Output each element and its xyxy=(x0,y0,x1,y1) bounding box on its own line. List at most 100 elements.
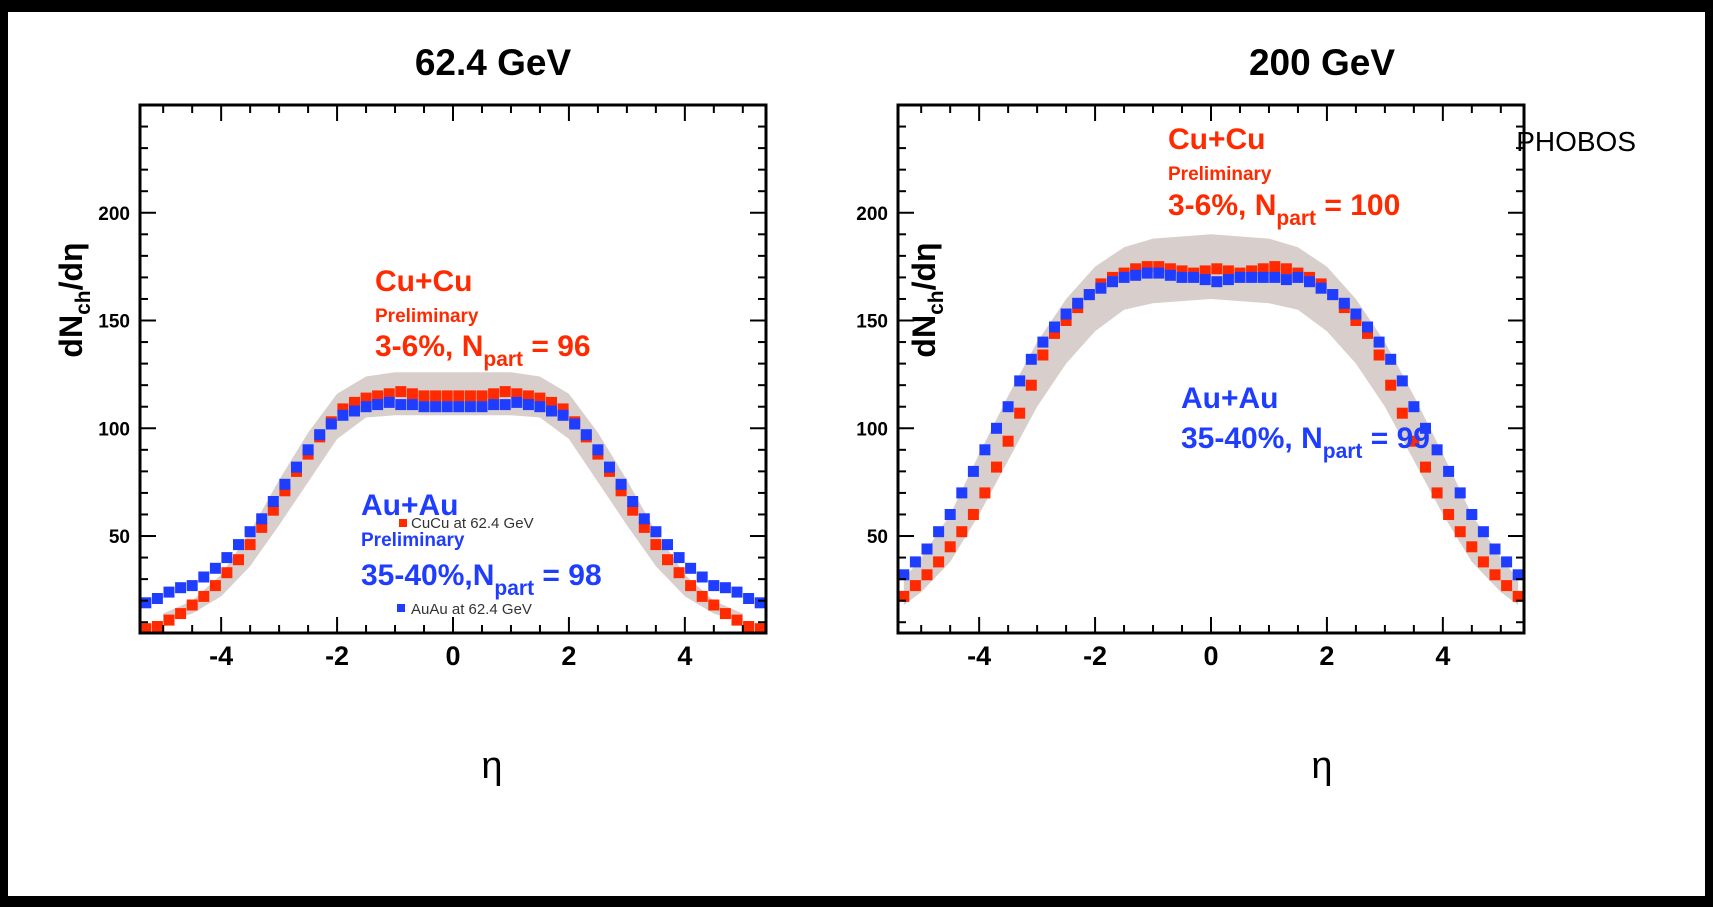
data-point xyxy=(696,590,708,602)
series-layer xyxy=(140,386,766,635)
y-axis-label-tail: /dη xyxy=(906,242,942,290)
annotation-red-centrality-tail: = 96 xyxy=(523,330,591,363)
data-point xyxy=(1234,271,1246,283)
data-point xyxy=(708,580,720,592)
data-point xyxy=(1466,541,1478,553)
data-point xyxy=(1153,261,1165,273)
annotation-blue-centrality-tail: = 98 xyxy=(534,559,602,592)
data-point xyxy=(209,580,221,592)
data-point xyxy=(1188,271,1200,283)
annotation-red-centrality-sub: part xyxy=(1276,207,1316,230)
y-tick-label: 50 xyxy=(109,527,130,548)
data-point xyxy=(546,396,557,408)
data-point xyxy=(921,543,933,555)
data-point xyxy=(1420,422,1431,434)
data-point xyxy=(349,396,360,408)
data-point xyxy=(1373,336,1385,348)
data-point xyxy=(233,554,244,566)
annotation-red-centrality-tail: = 100 xyxy=(1316,189,1400,222)
data-point xyxy=(1049,327,1060,339)
data-point xyxy=(488,388,500,400)
data-point xyxy=(1466,509,1478,520)
data-point xyxy=(395,399,407,411)
data-point xyxy=(569,418,581,430)
data-point xyxy=(1408,401,1420,413)
data-point xyxy=(1107,276,1118,288)
annotation-red-centrality: 3-6%, Npart = 100 xyxy=(1168,189,1400,230)
y-axis-label: dNch/dη xyxy=(906,242,948,357)
data-point xyxy=(1002,435,1014,447)
panel-title: 62.4 GeV xyxy=(415,42,572,83)
annotation-red-centrality-main: 3-6%, N xyxy=(1168,189,1276,222)
data-point xyxy=(372,390,384,402)
data-point xyxy=(1072,297,1084,309)
data-point xyxy=(302,444,314,456)
data-point xyxy=(383,388,395,400)
data-point xyxy=(933,556,945,568)
data-point xyxy=(731,614,743,626)
data-point xyxy=(406,399,418,411)
data-point xyxy=(743,621,755,632)
data-point xyxy=(1477,556,1489,568)
data-point xyxy=(1327,289,1339,301)
data-point xyxy=(522,390,534,402)
data-point xyxy=(696,571,708,583)
data-point xyxy=(546,405,557,417)
data-point xyxy=(956,526,968,538)
data-point xyxy=(967,509,979,520)
data-point xyxy=(1095,282,1107,294)
data-point xyxy=(337,409,349,421)
experiment-label: PHOBOS xyxy=(1516,126,1636,157)
data-point xyxy=(1176,271,1188,283)
figure-background xyxy=(8,12,1705,896)
y-tick-label: 50 xyxy=(867,527,888,548)
data-point xyxy=(1049,321,1060,333)
annotation-red-system: Cu+Cu xyxy=(1168,123,1266,156)
data-point xyxy=(898,590,910,602)
data-point xyxy=(1014,407,1026,419)
data-point xyxy=(418,390,430,402)
y-tick-label: 150 xyxy=(98,312,130,333)
data-point xyxy=(291,461,302,473)
data-point xyxy=(1489,569,1501,581)
data-point xyxy=(1501,580,1513,592)
systematic-band xyxy=(163,372,743,623)
data-point xyxy=(1512,590,1524,602)
data-point xyxy=(209,562,221,574)
data-point xyxy=(140,623,152,635)
data-point xyxy=(1350,315,1362,326)
data-point xyxy=(1211,263,1223,275)
data-point xyxy=(337,403,349,415)
x-tick-label: 0 xyxy=(445,641,460,671)
data-point xyxy=(383,396,395,408)
x-tick-label: -2 xyxy=(1083,641,1107,671)
data-point xyxy=(418,401,430,413)
series-layer xyxy=(898,261,1524,602)
data-point xyxy=(233,539,244,551)
data-point xyxy=(256,513,268,525)
panel-title: 200 GeV xyxy=(1249,42,1395,83)
data-point xyxy=(175,582,187,594)
data-point xyxy=(221,567,233,579)
data-point xyxy=(1269,261,1281,273)
data-point xyxy=(151,593,163,604)
data-point xyxy=(534,401,546,413)
annotation-red-centrality-main: 3-6%, N xyxy=(375,330,483,363)
x-tick-label: 2 xyxy=(561,641,576,671)
data-point xyxy=(991,461,1002,473)
data-point xyxy=(279,478,291,490)
data-point xyxy=(1385,353,1397,365)
data-point xyxy=(163,614,175,626)
data-point xyxy=(1199,274,1211,286)
data-point xyxy=(1141,261,1153,273)
data-point xyxy=(956,487,968,499)
data-point xyxy=(708,599,720,611)
data-point xyxy=(1176,265,1188,277)
annotation-blue-centrality: 35-40%, Npart = 99 xyxy=(1181,422,1430,463)
data-point xyxy=(1431,487,1443,499)
data-point xyxy=(627,504,639,516)
data-point xyxy=(406,388,418,400)
data-point xyxy=(557,409,569,421)
y-axis-label-main: dN xyxy=(53,315,89,358)
